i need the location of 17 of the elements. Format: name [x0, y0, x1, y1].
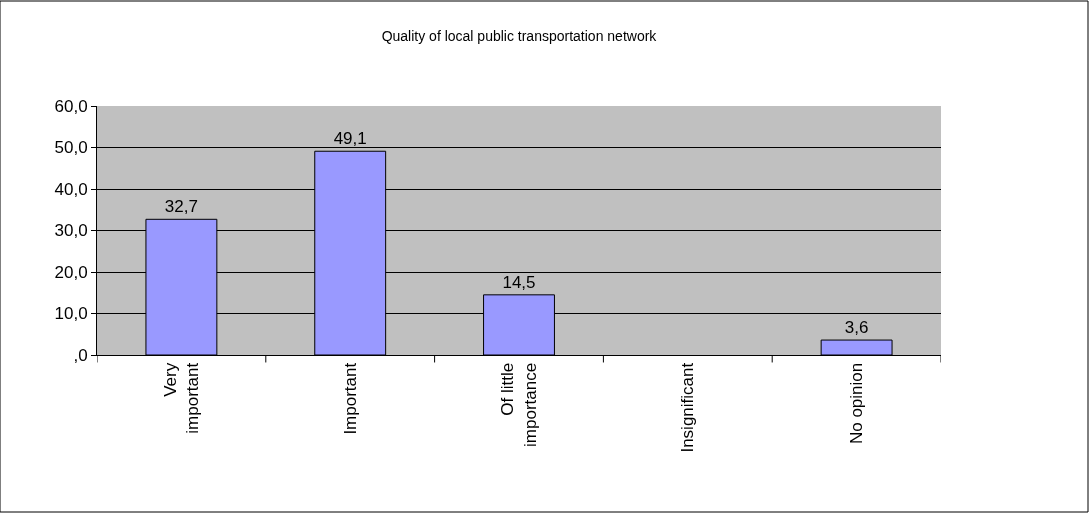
y-tick-label: 40,0: [54, 179, 88, 199]
x-tick-label: Very important: [160, 362, 202, 434]
data-label: 14,5: [502, 272, 536, 292]
x-tick-label: Important: [340, 362, 360, 435]
x-tick-label: No opinion: [847, 362, 867, 445]
y-tick-label: 10,0: [54, 304, 88, 324]
data-label: 49,1: [333, 129, 367, 149]
y-tick-label: ,0: [73, 345, 88, 365]
data-label: 32,7: [164, 197, 198, 217]
data-label: 3,6: [844, 318, 869, 338]
y-tick-label: 20,0: [54, 262, 88, 282]
x-tick-label: Insignificant: [678, 362, 698, 453]
y-tick-label: 60,0: [54, 96, 88, 116]
x-tick-label: Of little importance: [498, 362, 540, 447]
y-tick-label: 30,0: [54, 221, 88, 241]
chart-title: Quality of local public transportation network: [381, 27, 658, 44]
y-tick-label: 50,0: [54, 138, 88, 158]
